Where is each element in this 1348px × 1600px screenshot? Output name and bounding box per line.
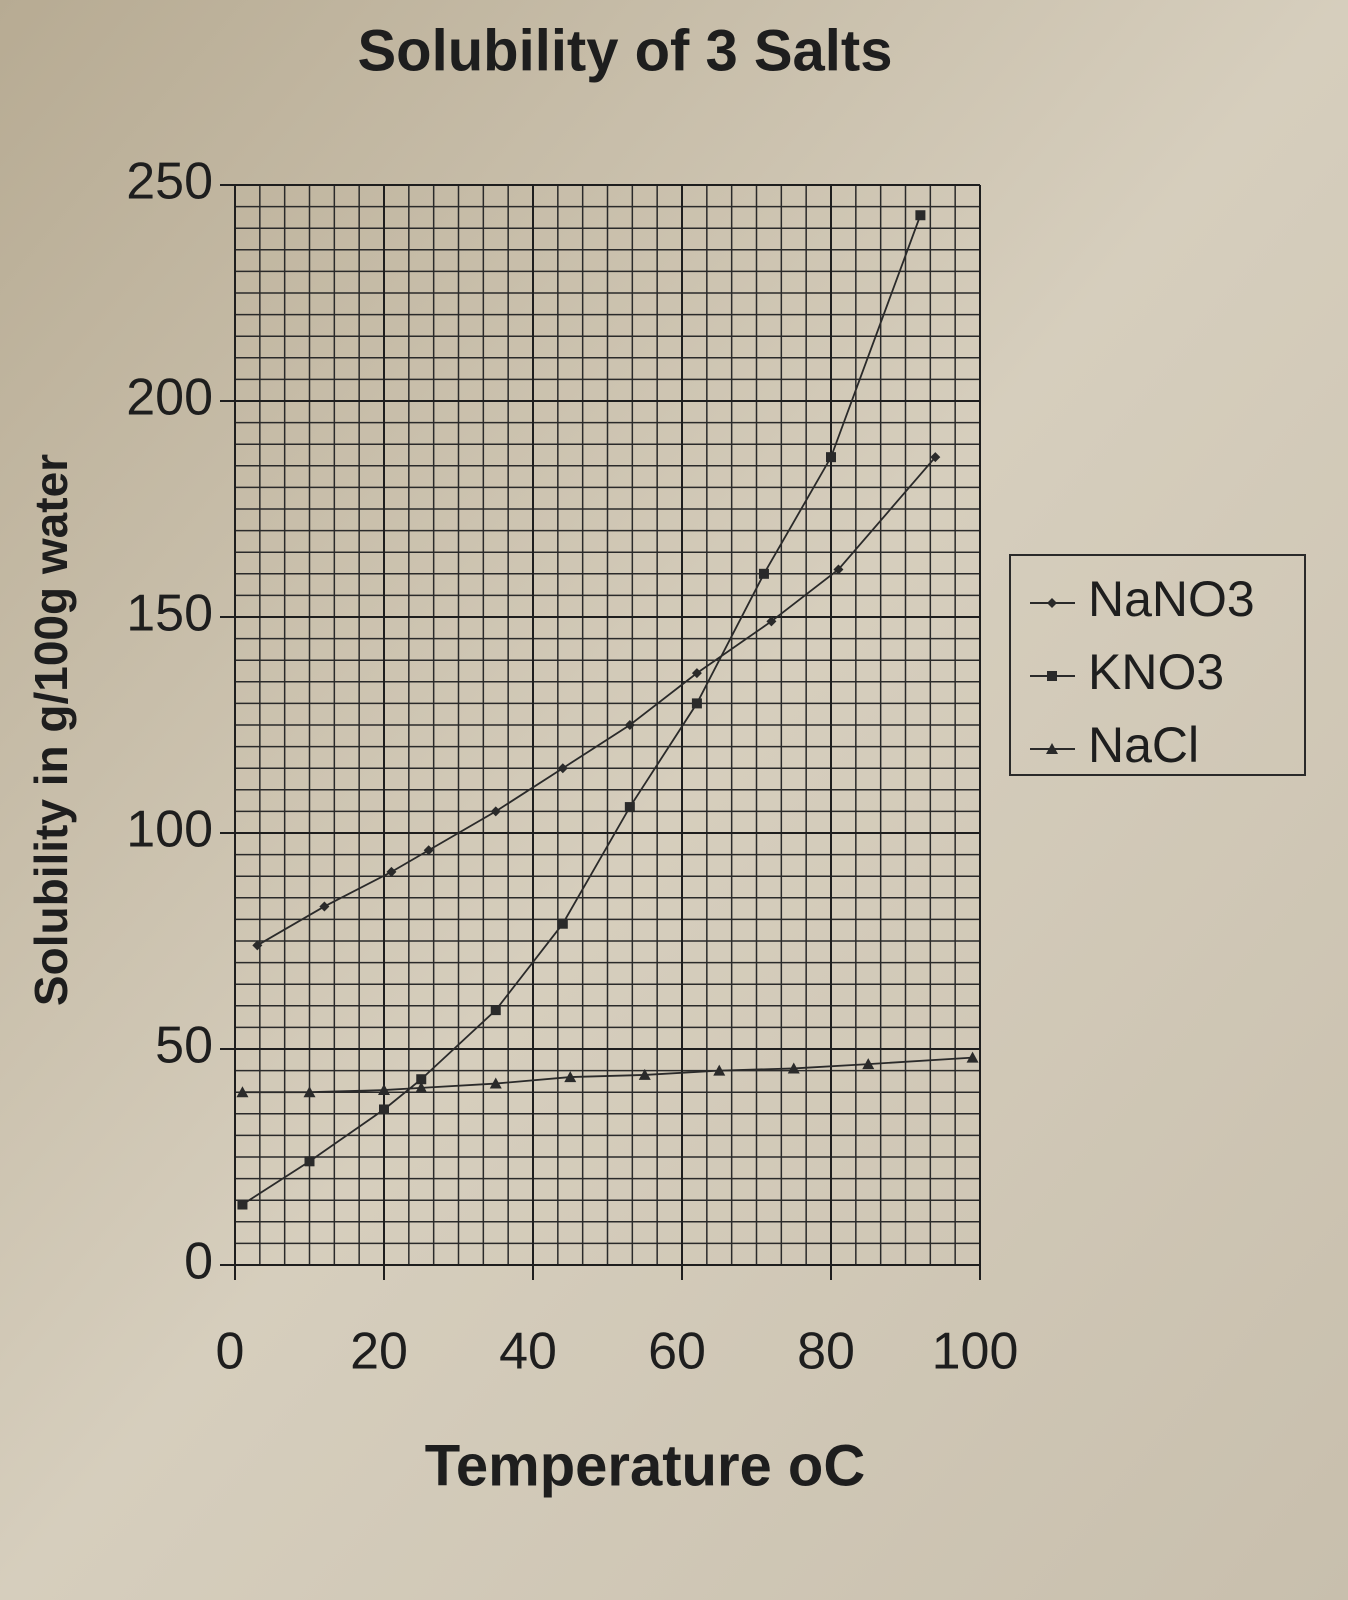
marker (237, 1199, 248, 1210)
marker (415, 1081, 428, 1093)
marker (416, 1074, 427, 1085)
x-axis-label: Temperature oC (425, 1433, 865, 1498)
marker (489, 1077, 502, 1089)
marker (787, 1062, 800, 1074)
marker (304, 1156, 315, 1167)
marker (378, 1084, 390, 1096)
marker (766, 616, 777, 627)
marker (236, 1086, 249, 1098)
marker (638, 1068, 651, 1080)
y-tick-label: 100 (126, 801, 213, 859)
marker (303, 1086, 316, 1098)
y-tick-label: 250 (126, 153, 213, 211)
marker (691, 668, 702, 679)
marker (1047, 671, 1057, 681)
x-tick-label: 40 (499, 1323, 557, 1381)
marker (758, 568, 769, 579)
marker (490, 806, 501, 817)
legend-label: KNO3 (1088, 644, 1224, 700)
marker (691, 698, 702, 709)
marker (713, 1064, 726, 1076)
chart-title: Solubility of 3 Salts (358, 18, 893, 83)
x-tick-label: 60 (648, 1323, 706, 1381)
marker (252, 940, 263, 951)
y-axis-label: Solubility in g/100g water (25, 454, 77, 1006)
marker (966, 1051, 979, 1063)
marker (564, 1071, 577, 1083)
marker (862, 1058, 875, 1070)
marker (490, 1005, 501, 1016)
y-tick-label: 150 (126, 585, 213, 643)
marker (930, 452, 941, 463)
marker (1047, 598, 1057, 608)
marker (386, 866, 397, 877)
legend: NaNO3 KNO3 NaCl (1009, 554, 1306, 776)
x-tick-label: 20 (350, 1323, 408, 1381)
marker (826, 452, 836, 463)
marker (915, 210, 926, 221)
x-tick-label: 100 (932, 1323, 1019, 1381)
marker (319, 901, 330, 912)
y-tick-label: 200 (126, 369, 213, 427)
marker (1046, 743, 1058, 754)
plot-area (220, 184, 981, 1280)
x-tick-label: 0 (216, 1323, 245, 1381)
legend-label: NaCl (1088, 717, 1199, 773)
y-tick-label: 0 (184, 1233, 213, 1291)
y-tick-label: 50 (155, 1017, 213, 1075)
marker (624, 802, 635, 813)
x-tick-label: 80 (797, 1323, 855, 1381)
marker (833, 564, 844, 575)
marker (379, 1104, 389, 1115)
legend-box (1009, 554, 1306, 776)
marker (624, 720, 635, 730)
marker (557, 763, 568, 774)
legend-label: NaNO3 (1088, 571, 1255, 627)
marker (423, 845, 434, 856)
marker (557, 918, 568, 929)
